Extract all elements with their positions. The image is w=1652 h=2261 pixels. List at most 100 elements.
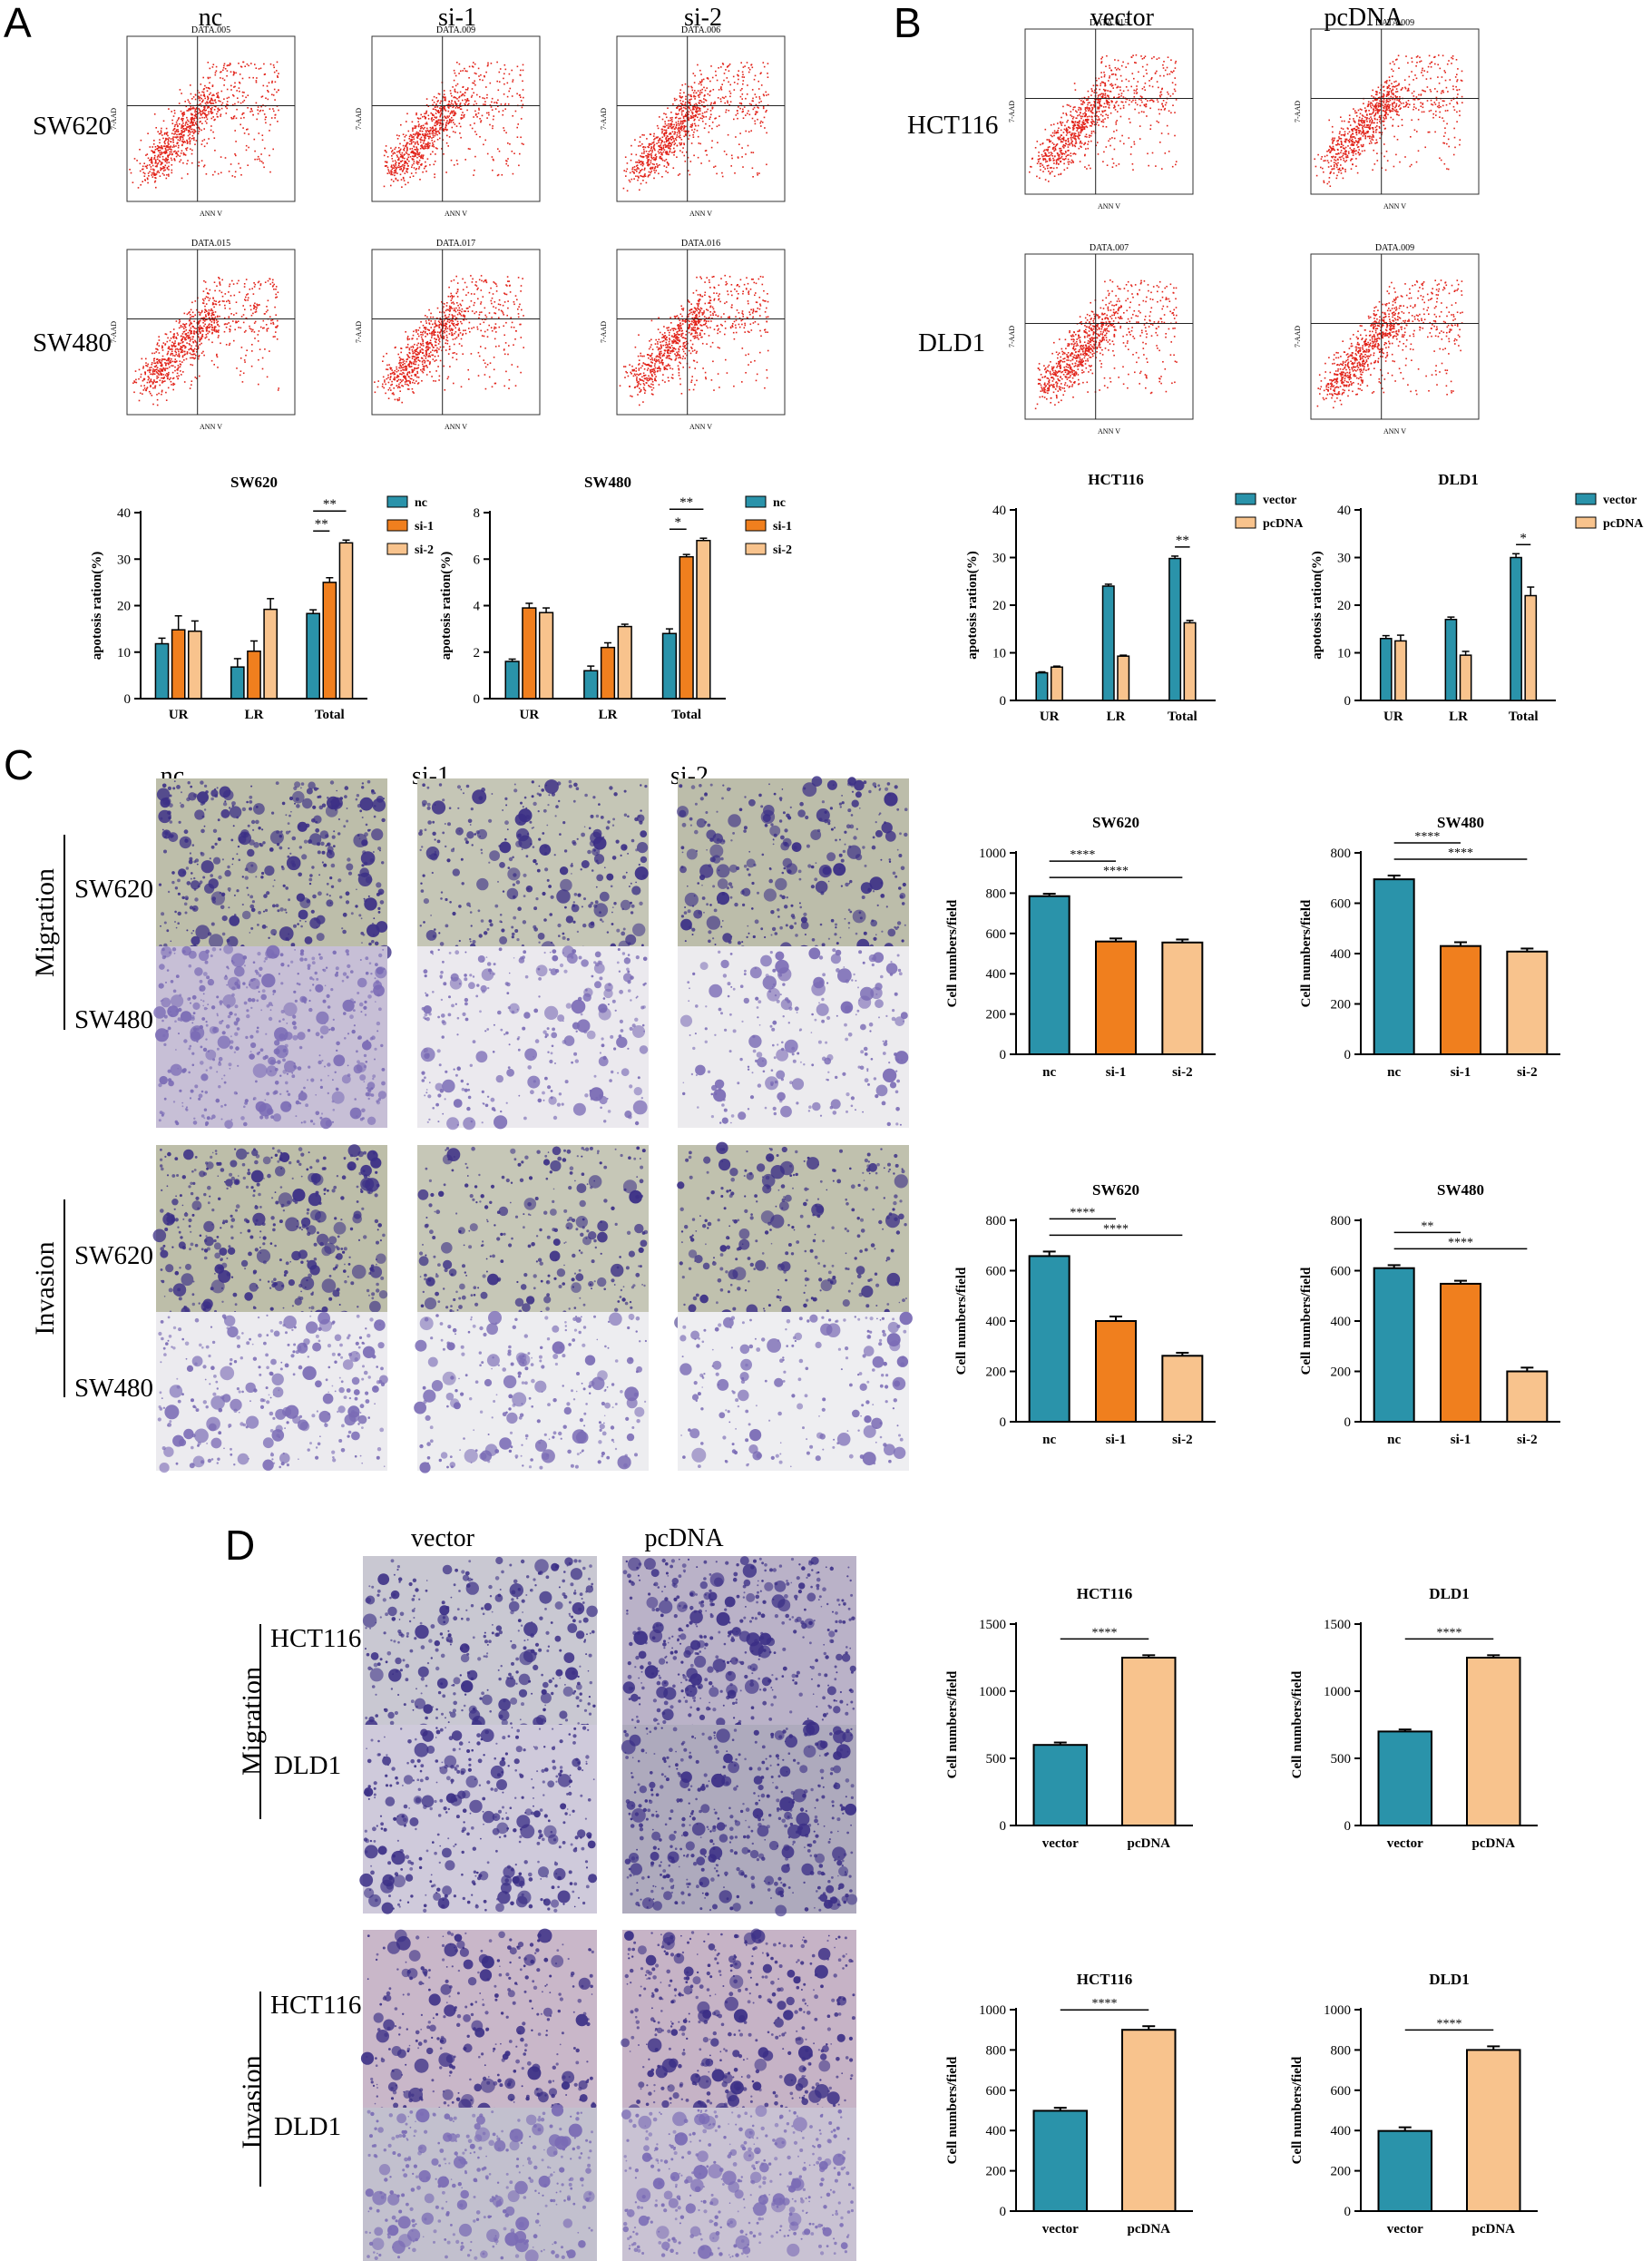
y-tick-label: 40 xyxy=(117,506,131,521)
bar-si-1 xyxy=(1440,1282,1481,1424)
flow-y-axis-label: 7-AAD xyxy=(600,321,608,343)
y-tick-label: 800 xyxy=(1331,2043,1352,2058)
micrograph-7 xyxy=(417,1145,649,1331)
bar-pcDNA-Total xyxy=(1183,622,1197,701)
bar-si-1 xyxy=(1440,945,1481,1056)
y-tick-label: 0 xyxy=(1000,1415,1007,1430)
x-tick-label: Total xyxy=(1168,710,1197,724)
micrograph-2 xyxy=(677,776,909,963)
y-axis-label: apotosis ration(%) xyxy=(90,552,104,661)
chart-a-sw480: SW480 0 2 4 6 8 apotosis ration(%) UR LR Total nc s… xyxy=(439,474,792,722)
bar-vector-LR xyxy=(1444,619,1458,701)
chart-d-inv-hct116: HCT116 0 200 400 600 800 1000 Cell numbers/fiel… xyxy=(945,1971,1193,2237)
chart-c-inv-sw620: SW620 0 200 400 600 800 Cell numbers/field nc si… xyxy=(954,1181,1216,1447)
x-tick-label: LR xyxy=(245,708,264,722)
bar-si-2 xyxy=(1506,1370,1549,1423)
x-tick-label: si-1 xyxy=(1106,1065,1127,1080)
micrograph-13 xyxy=(622,1556,856,1745)
chart-d-mig-hct116: HCT116 0 500 1000 1500 Cell numbers/field vect… xyxy=(945,1585,1193,1851)
significance-stars: ** xyxy=(315,517,328,532)
legend-swatch-si-2 xyxy=(745,543,767,555)
y-tick-label: 600 xyxy=(1331,1265,1352,1279)
legend-label-si-1: si-1 xyxy=(773,520,792,533)
a-col-si2: si-2 xyxy=(684,4,722,32)
significance-stars: ** xyxy=(1421,1219,1433,1233)
y-tick-label: 0 xyxy=(1344,1415,1352,1430)
panel-letter-b: B xyxy=(894,0,922,46)
a-col-si1: si-1 xyxy=(438,4,476,32)
y-tick-label: 600 xyxy=(1331,897,1352,912)
bar-vector xyxy=(1377,1730,1432,1827)
y-tick-label: 30 xyxy=(117,553,131,567)
y-tick-label: 1000 xyxy=(1324,2003,1351,2018)
y-tick-label: 800 xyxy=(1331,847,1352,861)
flow-plot-frame xyxy=(126,35,296,202)
flow-x-axis-label: ANN V xyxy=(689,210,712,218)
y-axis-label: apotosis ration(%) xyxy=(439,552,454,661)
bar-si-2 xyxy=(1161,941,1204,1056)
d-mig-row-dld1: DLD1 xyxy=(274,1751,342,1780)
flow-plot-frame xyxy=(1310,28,1480,195)
bar-vector xyxy=(1032,2109,1088,2213)
significance-stars: **** xyxy=(1103,865,1129,878)
bar-pcDNA xyxy=(1466,2049,1521,2212)
chart-c-mig-sw480: SW480 0 200 400 600 800 Cell numbers/field nc si… xyxy=(1299,814,1560,1080)
x-tick-label: LR xyxy=(599,708,618,722)
flow-plot-a-0-1: DATA.009 ANN V 7-AAD xyxy=(355,25,541,218)
y-tick-label: 0 xyxy=(1344,1048,1352,1062)
significance-stars: ** xyxy=(679,495,693,510)
bar-si-1-Total xyxy=(322,582,337,700)
bar-pcDNA-LR xyxy=(1117,655,1130,701)
c-migration-bracket xyxy=(64,835,65,1030)
bar-pcDNA-LR xyxy=(1459,654,1472,701)
legend-swatch-si-1 xyxy=(386,519,408,532)
legend-swatch-si-1 xyxy=(745,519,767,532)
legend-label-si-1: si-1 xyxy=(415,520,434,533)
d-invasion-bracket xyxy=(259,1992,261,2187)
flow-plot-frame xyxy=(371,249,541,416)
y-axis-label: Cell numbers/field xyxy=(1299,899,1314,1007)
x-tick-label: vector xyxy=(1042,2222,1079,2237)
y-tick-label: 1000 xyxy=(1324,1685,1351,1699)
chart-title: SW480 xyxy=(1437,1181,1484,1199)
legend-swatch-pcDNA xyxy=(1235,516,1256,529)
y-tick-label: 0 xyxy=(1000,694,1007,709)
y-tick-label: 0 xyxy=(1000,1048,1007,1062)
x-tick-label: si-2 xyxy=(1517,1065,1538,1080)
y-tick-label: 1500 xyxy=(979,1618,1006,1632)
flow-x-axis-label: ANN V xyxy=(200,210,222,218)
bar-si-2 xyxy=(1161,1355,1204,1424)
legend-label-nc: nc xyxy=(773,496,786,510)
y-axis-label: Cell numbers/field xyxy=(945,2056,960,2164)
flow-plot-title: DATA.017 xyxy=(436,239,475,249)
significance-stars: **** xyxy=(1092,1997,1118,2011)
flow-y-axis-label: 7-AAD xyxy=(1008,101,1016,122)
y-tick-label: 200 xyxy=(986,2165,1007,2179)
y-tick-label: 6 xyxy=(474,553,481,567)
x-tick-label: pcDNA xyxy=(1128,2222,1171,2237)
y-tick-label: 30 xyxy=(992,552,1006,566)
y-tick-label: 2 xyxy=(474,646,481,661)
flow-y-axis-label: 7-AAD xyxy=(600,108,608,130)
b-row-dld1: DLD1 xyxy=(918,328,986,357)
flow-plot-title: DATA.005 xyxy=(191,25,230,35)
bar-vector-LR xyxy=(1101,585,1115,701)
y-tick-label: 20 xyxy=(117,600,131,614)
y-tick-label: 600 xyxy=(986,927,1007,942)
bar-si-2-UR xyxy=(188,630,202,700)
d-col-vector: vector xyxy=(411,1524,474,1552)
chart-title: HCT116 xyxy=(1077,1971,1132,1988)
x-tick-label: si-1 xyxy=(1451,1433,1471,1447)
y-tick-label: 20 xyxy=(1337,599,1351,613)
x-tick-label: pcDNA xyxy=(1128,1836,1171,1851)
bar-si-1-LR xyxy=(600,646,616,700)
bar-vector-UR xyxy=(1379,638,1393,701)
flow-y-axis-label: 7-AAD xyxy=(1294,101,1302,122)
significance-stars: **** xyxy=(1448,1236,1473,1249)
bar-si-1 xyxy=(1095,1320,1137,1423)
y-tick-label: 200 xyxy=(1331,1365,1352,1380)
panel-letter-d: D xyxy=(225,1522,256,1569)
significance-stars: **** xyxy=(1414,830,1440,844)
bar-nc-UR xyxy=(154,642,170,700)
x-tick-label: UR xyxy=(1040,710,1060,724)
